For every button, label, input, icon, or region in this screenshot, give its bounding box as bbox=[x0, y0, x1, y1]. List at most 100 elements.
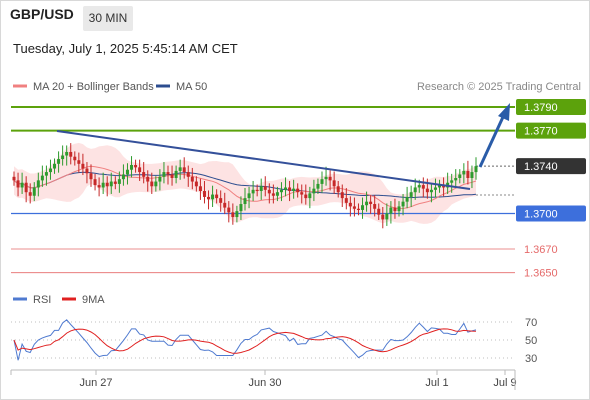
rsi-line bbox=[13, 319, 477, 361]
candle-body bbox=[279, 189, 283, 193]
candle-body bbox=[65, 151, 69, 156]
candle-body bbox=[332, 180, 336, 187]
level-13670-label: 1.3670 bbox=[524, 244, 558, 256]
rsi-level-label-50: 50 bbox=[525, 335, 537, 347]
candle-body bbox=[470, 172, 474, 178]
candle-body bbox=[344, 198, 348, 203]
level-13790-label: 1.3790 bbox=[524, 102, 558, 114]
candle-body bbox=[73, 156, 77, 161]
candle-body bbox=[125, 169, 129, 175]
candle-body bbox=[215, 194, 219, 199]
level-13700-tag bbox=[516, 205, 586, 222]
candle-body bbox=[377, 208, 381, 215]
candle-body bbox=[348, 202, 352, 207]
candle-body bbox=[20, 182, 24, 188]
candle-body bbox=[134, 164, 138, 168]
candle-body bbox=[93, 179, 97, 186]
x-tick-label: Jul 9 bbox=[493, 377, 516, 389]
level-13770-label: 1.3770 bbox=[524, 126, 558, 138]
candle-body bbox=[425, 188, 429, 193]
candle-body bbox=[328, 176, 332, 181]
candle-body bbox=[300, 192, 304, 195]
candle-body bbox=[340, 192, 344, 199]
chart-datetime: Tuesday, July 1, 2025 5:45:14 AM CET bbox=[13, 41, 238, 56]
candle-body bbox=[438, 185, 442, 188]
candle-body bbox=[352, 206, 356, 209]
level-13770-tag bbox=[516, 122, 586, 139]
candle-body bbox=[389, 207, 393, 214]
candle-body bbox=[336, 186, 340, 193]
candle-body bbox=[105, 182, 109, 187]
candle-body bbox=[16, 180, 20, 188]
candle-body bbox=[85, 168, 89, 174]
candle-body bbox=[429, 189, 433, 193]
candle-body bbox=[158, 176, 162, 182]
candle-body bbox=[316, 183, 320, 189]
candle-body bbox=[369, 201, 373, 205]
candle-body bbox=[365, 201, 369, 206]
candle-body bbox=[231, 212, 235, 218]
candle-body bbox=[57, 159, 61, 164]
projection-arrow-head bbox=[498, 103, 510, 121]
rsi-level-label-70: 70 bbox=[525, 317, 537, 329]
level-13790-tag bbox=[516, 99, 586, 115]
candle-body bbox=[166, 172, 170, 175]
candle-body bbox=[138, 167, 142, 173]
candle-body bbox=[284, 187, 288, 190]
candle-body bbox=[194, 181, 198, 187]
symbol-label: GBP/USD bbox=[10, 6, 74, 22]
candle-body bbox=[235, 211, 239, 218]
candle-body bbox=[170, 174, 174, 178]
x-tick-label: Jun 30 bbox=[248, 377, 281, 389]
candle-body bbox=[109, 181, 113, 187]
candle-body bbox=[117, 179, 121, 184]
candle-body bbox=[36, 180, 40, 188]
candle-body bbox=[271, 193, 275, 196]
candle-body bbox=[219, 198, 223, 203]
candle-body bbox=[162, 172, 166, 177]
candle-body bbox=[251, 189, 255, 194]
candle-body bbox=[150, 181, 154, 187]
candle-body bbox=[53, 163, 57, 169]
legend-label-9ma: 9MA bbox=[82, 294, 105, 306]
candle-body bbox=[182, 167, 186, 173]
candle-body bbox=[458, 174, 462, 178]
legend-label-ma50: MA 50 bbox=[176, 81, 207, 93]
projection-arrow-line bbox=[478, 116, 505, 168]
candle-body bbox=[142, 172, 146, 177]
level-13650-label: 1.3650 bbox=[524, 268, 558, 280]
bollinger-band bbox=[14, 142, 476, 224]
candle-body bbox=[186, 172, 190, 177]
candle-body bbox=[227, 207, 231, 213]
candle-body bbox=[202, 191, 206, 197]
level-13700-label: 1.3700 bbox=[524, 209, 558, 221]
candle-body bbox=[296, 188, 300, 193]
candle-body bbox=[174, 170, 178, 178]
candle-body bbox=[381, 214, 385, 220]
level-13740-tag bbox=[516, 158, 586, 175]
candle-body bbox=[393, 207, 397, 212]
candle-body bbox=[466, 170, 470, 178]
candle-body bbox=[474, 166, 478, 173]
candle-body bbox=[223, 202, 227, 208]
legend-label-rsi: RSI bbox=[33, 294, 51, 306]
candle-body bbox=[24, 182, 28, 193]
watermark: Research © 2025 Trading Central bbox=[417, 81, 581, 93]
candle-body bbox=[207, 196, 211, 200]
candle-body bbox=[81, 163, 85, 169]
candle-body bbox=[405, 196, 409, 202]
candle-body bbox=[40, 175, 44, 181]
level-13740-label: 1.3740 bbox=[524, 161, 558, 173]
candle-body bbox=[413, 187, 417, 193]
timeframe-tab[interactable]: 30 MIN bbox=[83, 6, 133, 31]
candle-body bbox=[401, 201, 405, 207]
candle-body bbox=[101, 182, 105, 188]
candle-body bbox=[239, 204, 243, 212]
candle-body bbox=[304, 194, 308, 199]
candle-body bbox=[397, 206, 401, 212]
candle-body bbox=[308, 193, 312, 199]
candle-body bbox=[32, 187, 36, 196]
candle-body bbox=[77, 160, 81, 164]
candle-body bbox=[121, 174, 125, 180]
